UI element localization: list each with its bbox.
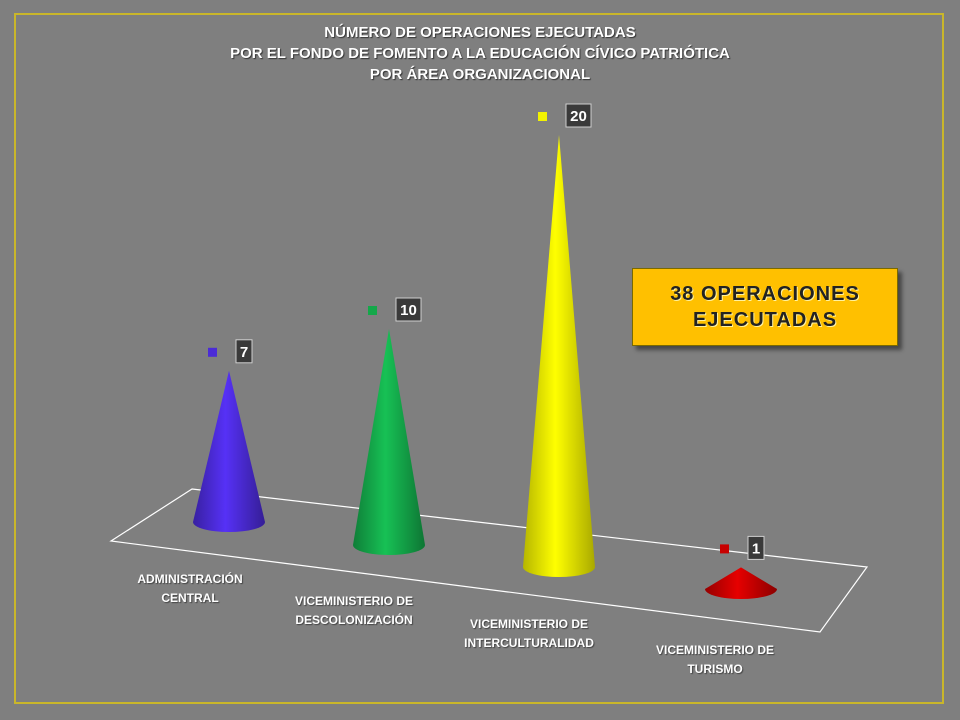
data-label-key-3 [538, 112, 547, 121]
chart-title-line-1: NÚMERO DE OPERACIONES EJECUTADAS [324, 24, 636, 41]
category-label-2-line-1: VICEMINISTERIO DE [294, 594, 414, 608]
data-label-key-2 [368, 306, 377, 315]
cone-3 [523, 135, 595, 577]
cone-1 [193, 370, 265, 532]
chart-title-line-3: POR ÁREA ORGANIZACIONAL [369, 66, 591, 83]
data-label-key-1 [208, 347, 217, 357]
category-label-1: ADMINISTRACIÓN CENTRAL [137, 570, 242, 608]
chart-title-line-2: POR EL FONDO DE FOMENTO A LA EDUCACIÓN C… [230, 45, 730, 62]
category-label-4-line-1: VICEMINISTERIO DE [655, 643, 775, 657]
category-label-4: VICEMINISTERIO DE TURISMO [656, 641, 774, 679]
data-label-2: 10 [400, 302, 417, 319]
data-label-box-3 [565, 103, 592, 128]
cone-4 [705, 567, 777, 599]
data-label-4: 1 [752, 540, 760, 557]
category-label-1-line-1: ADMINISTRACIÓN [137, 572, 243, 586]
chart-floor [109, 488, 869, 633]
data-label-box-1 [235, 339, 253, 364]
data-label-1: 7 [240, 344, 248, 361]
category-label-3-line-1: VICEMINISTERIO DE [469, 617, 589, 631]
callout-line-1: 38 OPERACIONES [670, 283, 860, 305]
data-label-3: 20 [570, 108, 587, 125]
data-label-box-4 [747, 535, 765, 560]
chart-frame [14, 13, 944, 704]
category-label-1-line-2: CENTRAL [161, 591, 219, 605]
cone-2 [353, 329, 425, 555]
category-label-2: VICEMINISTERIO DE DESCOLONIZACIÓN [295, 592, 413, 630]
category-label-4-line-2: TURISMO [687, 662, 743, 676]
data-label-key-4 [720, 544, 729, 554]
category-label-3-line-2: INTERCULTURALIDAD [464, 636, 594, 650]
category-label-3: VICEMINISTERIO DE INTERCULTURALIDAD [464, 615, 594, 653]
data-label-box-2 [395, 297, 422, 322]
callout-line-2: EJECUTADAS [692, 309, 838, 331]
category-label-2-line-2: DESCOLONIZACIÓN [295, 613, 413, 627]
total-operations-callout: 38 OPERACIONES EJECUTADAS [632, 268, 898, 346]
